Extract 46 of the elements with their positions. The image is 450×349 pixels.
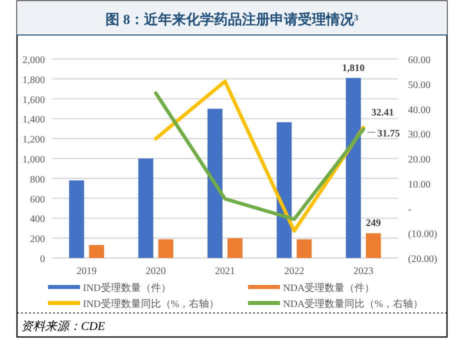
y-tick-label: 800 — [30, 174, 45, 186]
x-tick-label: 2023 — [353, 266, 374, 277]
y2-tick-label: 10.00 — [408, 179, 430, 190]
data-label: 32.41 — [371, 108, 394, 119]
y2-tick-label: - — [408, 204, 412, 216]
legend-label: NDA受理数量同比（%，右轴） — [283, 298, 423, 310]
data-label: 31.75 — [377, 128, 400, 140]
y-tick-label: 1,000 — [22, 154, 45, 166]
x-tick-label: 2019 — [76, 266, 97, 277]
y-tick-label: 1,800 — [22, 74, 45, 86]
y2-tick-label: 50.00 — [408, 80, 430, 91]
y2-tick-label: 30.00 — [408, 130, 430, 141]
line-series — [154, 91, 366, 221]
x-tick-label: 2021 — [215, 266, 235, 277]
y2-tick-label: (20.00) — [408, 254, 438, 265]
y-tick-label: 1,600 — [22, 94, 45, 106]
chart-title: 图 8：近年来化学药品注册申请受理情况³ — [106, 11, 358, 28]
data-label: 1,810 — [342, 62, 365, 74]
legend-label: NDA受理数量（件） — [283, 282, 375, 294]
legend-label: IND受理数量同比（%，右轴） — [83, 298, 220, 310]
data-label: 249 — [366, 218, 381, 230]
y-tick-label: 0 — [40, 254, 45, 265]
bar — [228, 238, 242, 258]
bar — [276, 122, 292, 258]
y2-tick-label: 60.00 — [408, 55, 430, 66]
y2-tick-label: 40.00 — [408, 104, 430, 116]
y-tick-label: 200 — [30, 234, 45, 246]
x-tick-label: 2022 — [284, 266, 304, 277]
bar — [69, 180, 84, 258]
x-tick-label: 2020 — [146, 266, 166, 277]
bar — [89, 244, 104, 258]
bar — [366, 233, 381, 258]
y-tick-label: 2,000 — [22, 55, 45, 66]
y2-tick-label: (10.00) — [408, 229, 438, 240]
text: 资料来源：CDE — [21, 319, 106, 333]
bar — [346, 78, 361, 258]
y-tick-label: 1,200 — [22, 134, 45, 146]
legend-label: IND受理数量（件） — [83, 282, 171, 294]
bar — [138, 158, 154, 258]
bar — [208, 108, 222, 258]
y-tick-label: 1,400 — [22, 114, 45, 126]
y-tick-label: 400 — [30, 214, 45, 226]
bar — [158, 239, 174, 258]
bar — [296, 239, 312, 258]
y2-tick-label: 20.00 — [408, 154, 430, 166]
y-tick-label: 600 — [30, 194, 45, 206]
